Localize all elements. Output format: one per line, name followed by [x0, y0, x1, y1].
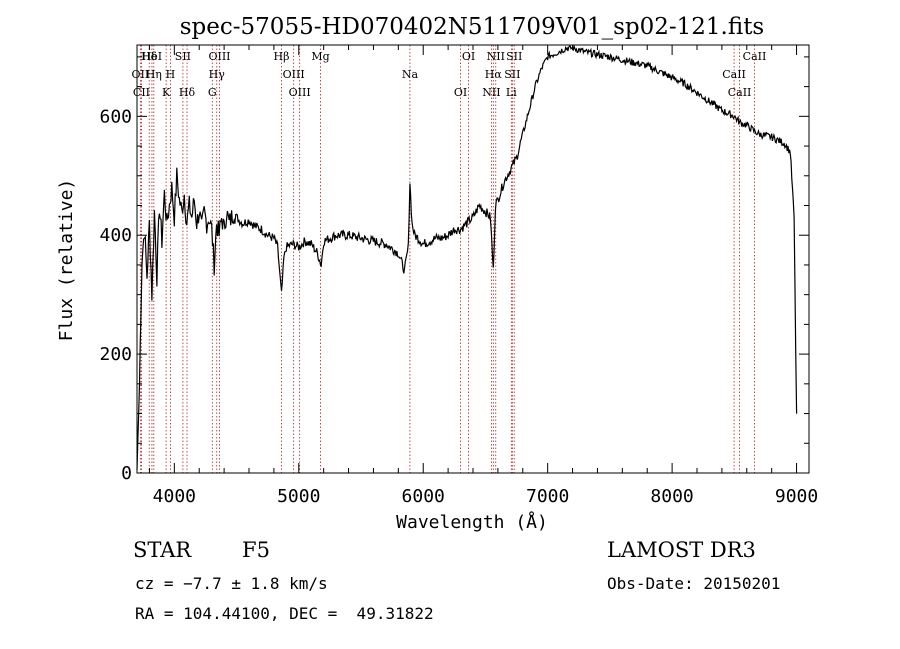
x-tick-label: 6000	[402, 486, 445, 507]
marker-label: Hη	[146, 68, 162, 81]
line-marker-labels: HδOIICIIHeIHηKSIIHHδOIIIHγGHβOIIIOIIIMgN…	[132, 50, 767, 99]
redshift-cz: cz = −7.7 ± 1.8 km/s	[135, 574, 328, 593]
marker-label: Hδ	[141, 50, 158, 63]
x-tick-label: 5000	[277, 486, 320, 507]
coordinates: RA = 104.44100, DEC = 49.31822	[135, 604, 434, 623]
marker-label: Hγ	[209, 68, 226, 81]
x-tick-label: 4000	[153, 486, 196, 507]
marker-label: H	[166, 68, 176, 81]
marker-label: NII	[482, 86, 500, 99]
y-axis-label: Flux (relative)	[56, 179, 77, 342]
y-tick-label: 200	[99, 344, 132, 365]
x-tick-label: 9000	[775, 486, 818, 507]
marker-label: Li	[506, 86, 517, 99]
spectrum-line	[136, 43, 798, 471]
survey-name: LAMOST DR3	[607, 538, 756, 562]
marker-label: K	[162, 86, 171, 99]
chart-title: spec-57055-HD070402N511709V01_sp02-121.f…	[180, 14, 765, 40]
line-markers	[139, 45, 755, 473]
spectral-subclass: F5	[242, 538, 270, 562]
marker-label: OIII	[289, 86, 311, 99]
marker-label: NII	[487, 50, 505, 63]
marker-label: SII	[504, 68, 520, 81]
marker-label: Hβ	[274, 50, 290, 63]
x-tick-label: 7000	[526, 486, 569, 507]
marker-label: SII	[506, 50, 522, 63]
marker-label: HeI	[142, 50, 162, 63]
marker-label: Hα	[485, 68, 503, 81]
observation-date: Obs-Date: 20150201	[607, 574, 781, 593]
marker-label: CaII	[722, 68, 746, 81]
marker-label: Na	[402, 68, 419, 81]
marker-label: CaII	[728, 86, 752, 99]
y-tick-label: 400	[99, 225, 132, 246]
marker-label: OII	[132, 68, 150, 81]
plot-frame	[136, 44, 810, 474]
marker-label: Hδ	[179, 86, 196, 99]
marker-label: CaII	[743, 50, 767, 63]
marker-label: Mg	[311, 50, 329, 63]
x-tick-label: 8000	[650, 486, 693, 507]
marker-label: OIII	[208, 50, 230, 63]
x-axis-label: Wavelength (Å)	[396, 511, 548, 533]
y-tick-label: 0	[121, 463, 132, 484]
x-axis-ticks: 4000 5000 6000 7000 8000 9000	[148, 45, 818, 507]
marker-label: OI	[454, 86, 467, 99]
object-type: STAR	[133, 538, 192, 562]
marker-label: CII	[133, 86, 150, 99]
marker-label: OI	[462, 50, 475, 63]
y-axis-ticks: 0 200 400 600	[99, 56, 809, 484]
y-tick-label: 600	[99, 106, 132, 127]
marker-label: G	[208, 86, 217, 99]
marker-label: SII	[175, 50, 191, 63]
marker-label: OIII	[283, 68, 305, 81]
